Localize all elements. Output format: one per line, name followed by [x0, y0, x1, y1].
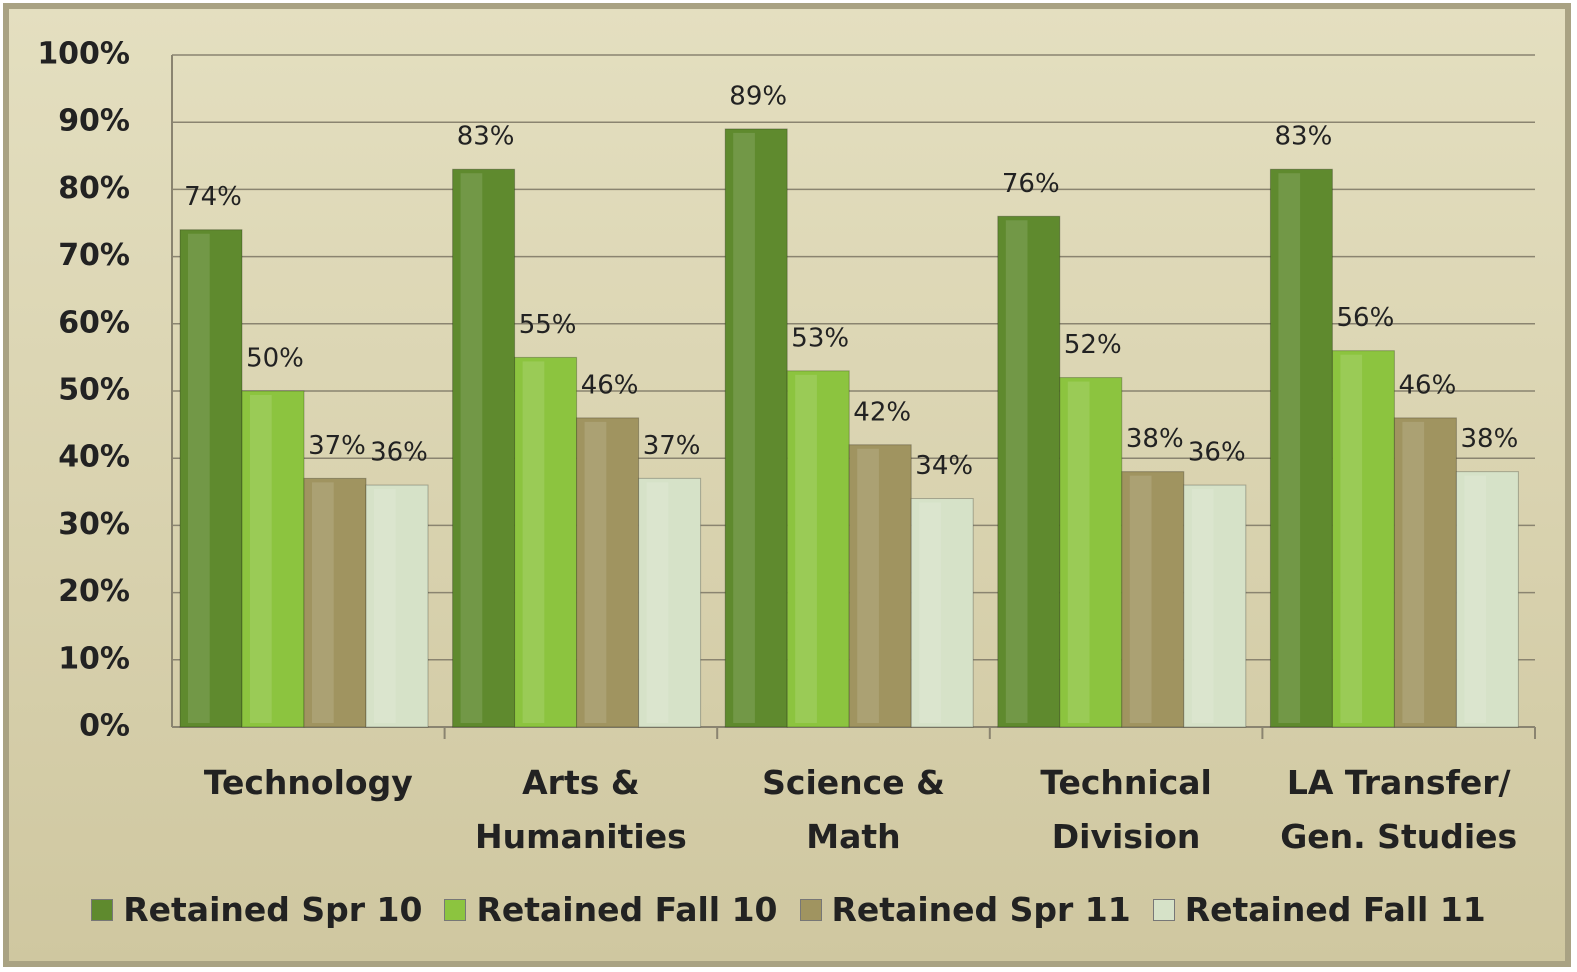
bar [848, 444, 912, 728]
x-tick-label: LA Transfer/ Gen. Studies [1280, 763, 1518, 856]
y-tick-label: 20% [58, 574, 130, 609]
value-label: 83% [1275, 122, 1333, 152]
value-label: 36% [370, 438, 428, 468]
value-label: 34% [915, 451, 973, 481]
bar [241, 390, 305, 728]
value-label: 52% [1064, 330, 1122, 360]
bar [179, 229, 243, 728]
bar [724, 128, 788, 728]
legend-label: Retained Fall 11 [1184, 890, 1486, 929]
bar-highlight [646, 482, 669, 723]
x-tick-label: Science & Math [762, 763, 945, 856]
value-label: 53% [791, 323, 849, 353]
value-label: 56% [1337, 303, 1395, 333]
value-label: 46% [1399, 370, 1457, 400]
value-label: 46% [581, 370, 639, 400]
bar-highlight [460, 173, 483, 724]
legend-swatch [91, 898, 114, 921]
bar-highlight [1005, 220, 1028, 723]
legend-item: Retained Fall 11 [1152, 890, 1486, 929]
y-tick-label: 10% [58, 641, 130, 676]
bar [365, 484, 429, 728]
bar [1269, 168, 1333, 728]
bar-highlight [1067, 381, 1090, 723]
bar [1455, 471, 1519, 728]
legend-swatch [1152, 898, 1175, 921]
y-tick-label: 30% [58, 507, 130, 542]
bar [638, 477, 702, 728]
bar-highlight [250, 395, 272, 723]
legend: Retained Spr 10 Retained Fall 10 Retained … [0, 890, 1577, 929]
y-tick-label: 40% [58, 440, 130, 475]
y-tick-label: 100% [37, 37, 130, 72]
legend-label: Retained Spr 10 [123, 890, 423, 929]
value-label: 42% [853, 397, 911, 427]
bar-highlight [1340, 354, 1363, 723]
y-tick-label: 70% [58, 238, 130, 273]
legend-label: Retained Fall 10 [476, 890, 778, 929]
legend-item: Retained Fall 10 [444, 890, 778, 929]
bar-highlight [312, 482, 334, 723]
bar [1059, 377, 1123, 728]
bar-highlight [857, 448, 879, 723]
value-label: 38% [1461, 424, 1519, 454]
bar-highlight [1464, 475, 1487, 723]
y-tick-label: 90% [58, 104, 130, 139]
bar-highlight [188, 233, 210, 723]
bar [1183, 484, 1247, 728]
legend-item: Retained Spr 10 [91, 890, 422, 929]
bar-highlight [1129, 475, 1152, 723]
bar-highlight [522, 361, 545, 723]
bar-highlight [733, 132, 755, 724]
y-tick-label: 80% [58, 171, 130, 206]
bar-highlight [795, 374, 817, 723]
y-tick-label: 50% [58, 373, 130, 408]
bar [1331, 350, 1395, 728]
bar [910, 498, 974, 728]
bar [576, 417, 640, 728]
y-tick-label: 60% [58, 305, 130, 340]
bar [997, 215, 1061, 728]
bar-highlight [374, 489, 396, 723]
value-label: 89% [729, 81, 787, 111]
value-label: 74% [184, 182, 242, 212]
bar [452, 168, 516, 728]
bar-highlight [919, 502, 941, 723]
bar-highlight [1191, 489, 1214, 723]
legend-swatch [444, 898, 467, 921]
bar-highlight [1278, 173, 1301, 724]
value-label: 38% [1126, 424, 1184, 454]
x-tick-label: Technical Division [1040, 763, 1212, 856]
value-label: 36% [1188, 438, 1246, 468]
bar-highlight [584, 421, 607, 723]
value-label: 37% [308, 431, 366, 461]
value-label: 83% [457, 122, 515, 152]
x-tick-label: Technology [203, 763, 413, 802]
legend-item: Retained Spr 11 [799, 890, 1131, 929]
legend-swatch [799, 898, 822, 921]
y-tick-label: 0% [79, 709, 130, 744]
bar-highlight [1402, 421, 1425, 723]
bar [514, 356, 578, 728]
bar [1121, 471, 1185, 728]
value-label: 55% [519, 310, 577, 340]
value-label: 37% [643, 431, 701, 461]
bar [303, 477, 367, 728]
legend-label: Retained Spr 11 [831, 890, 1131, 929]
value-label: 50% [246, 344, 304, 374]
x-tick-label: Arts & Humanities [475, 763, 687, 856]
value-label: 76% [1002, 169, 1060, 199]
bar [1393, 417, 1457, 728]
